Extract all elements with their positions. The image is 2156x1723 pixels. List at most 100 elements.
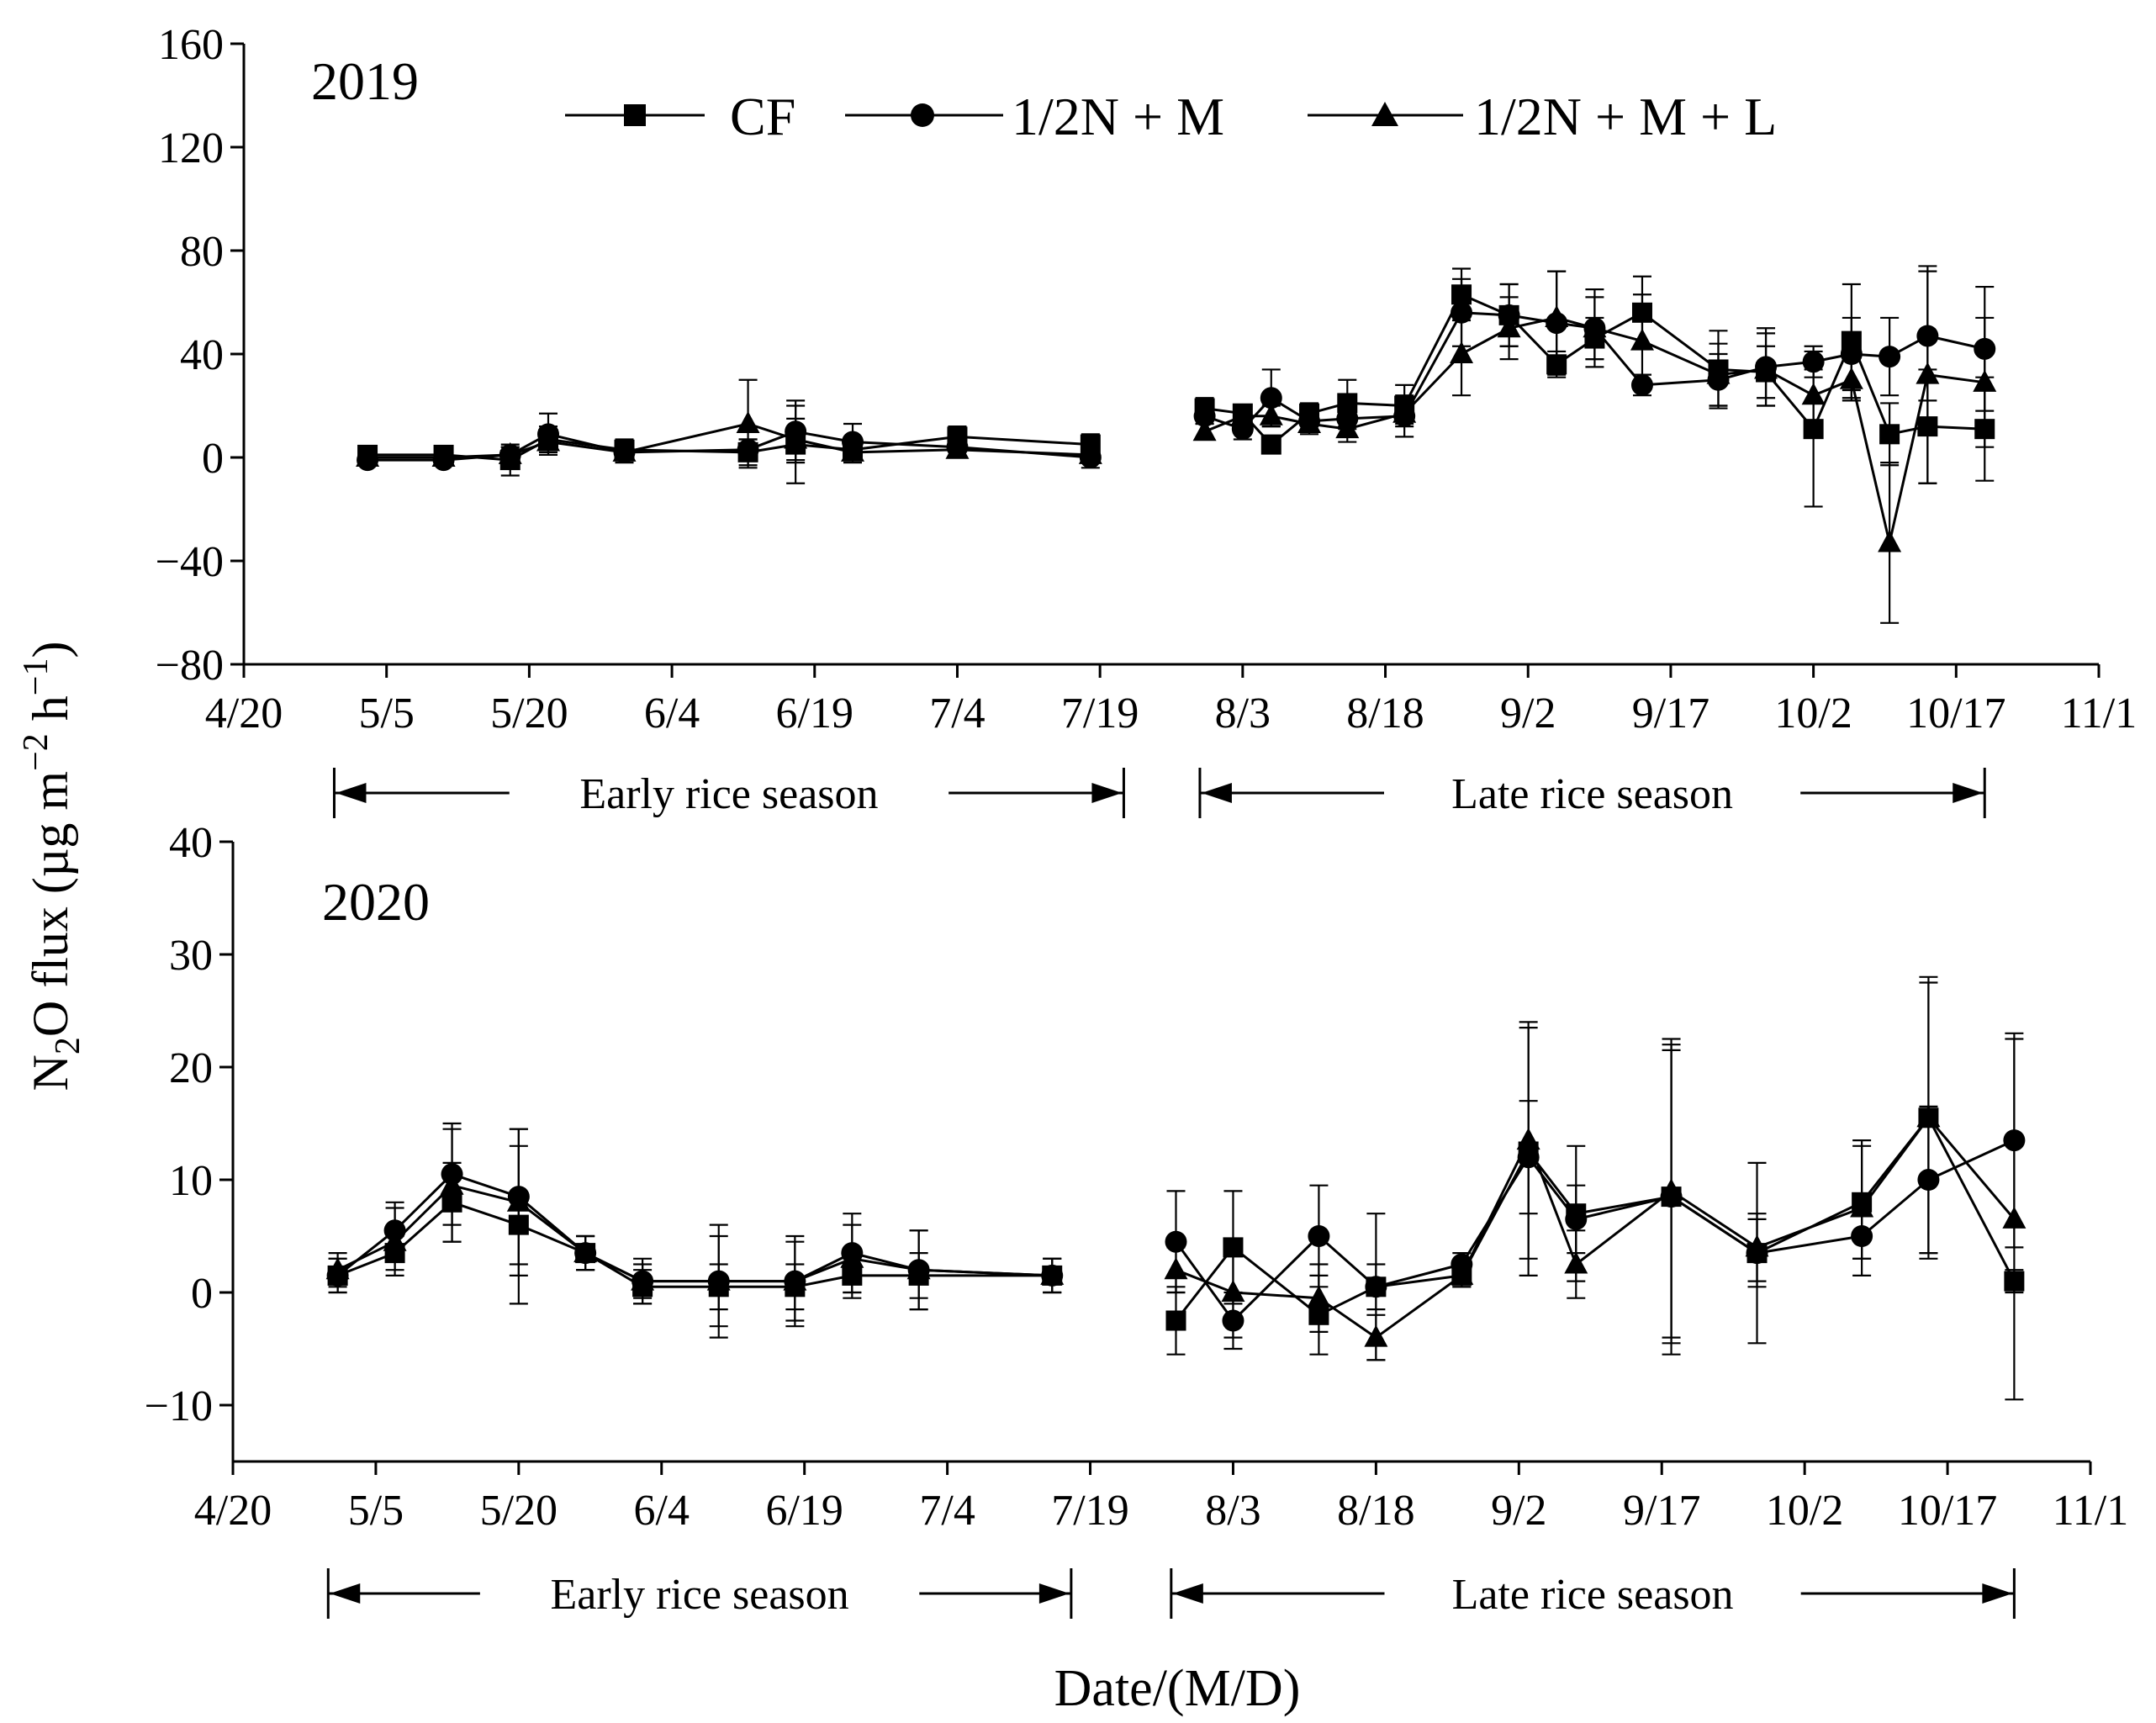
data-point-cf: [1546, 354, 1567, 375]
chart-2019: 2019 −80 −40 0 40 80 120 160 4/20 5/5 5/20 6/4 6/19…: [156, 21, 2138, 818]
season-label-early-rice-season: Early rice season: [579, 770, 878, 818]
data-point-1-2n-m-l: [1801, 383, 1826, 405]
x-axis-title: Date/(M/D): [1054, 1660, 1301, 1717]
data-point-cf: [1803, 419, 1824, 440]
season-arrowhead-left-early-rice-season: [336, 783, 367, 803]
y-axis-title: N2O flux (µg m−2 h−1): [17, 642, 87, 1091]
season-brackets-2019: Early rice season Late rice season: [332, 768, 1986, 818]
series-line-1-2n-m-l: [1175, 1116, 2016, 1340]
data-point-1-2n-m: [1840, 343, 1863, 365]
season-arrowhead-right-late-rice-season: [1953, 783, 1984, 803]
data-point-1-2n-m: [1451, 301, 1473, 324]
data-point-1-2n-m-l: [356, 445, 380, 467]
panel-title-2019: 2019: [311, 51, 419, 111]
x-tick-label-2020: 7/19: [1051, 1487, 1128, 1535]
x-tick-label-2019: 6/4: [644, 690, 700, 737]
data-point-1-2n-m-l: [840, 1245, 864, 1268]
axes-2019: −80 −40 0 40 80 120 160 4/20 5/5 5/20 6/4 6/19 7/4 7/…: [156, 21, 2138, 737]
data-point-1-2n-m-l: [431, 445, 456, 467]
data-point-cf: [2004, 1271, 2025, 1292]
data-point-cf: [1879, 424, 1900, 445]
series-line-1-2n-m: [1175, 1139, 2016, 1322]
data-point-1-2n-m-l: [1192, 419, 1217, 441]
data-point-1-2n-m-l: [1706, 362, 1731, 384]
data-point-1-2n-m-l: [536, 429, 561, 452]
x-tick-label-2020: 6/19: [765, 1487, 843, 1535]
data-point-1-2n-m-l: [1221, 1280, 1245, 1302]
data-point-1-2n-m-l: [1335, 416, 1360, 439]
data-point-1-2n-m: [1165, 1230, 1187, 1253]
data-point-1-2n-m: [737, 438, 759, 461]
x-tick-label-2020: 4/20: [194, 1487, 272, 1535]
y-tick-label-2020: 20: [169, 1044, 213, 1092]
x-tick-label-2020: 11/1: [2053, 1487, 2129, 1535]
series-line-cf: [1175, 1116, 2016, 1322]
data-point-1-2n-m-l: [1878, 530, 1902, 552]
data-point-1-2n-m-l: [945, 436, 970, 459]
season-brackets-2020: Early rice season Late rice season: [326, 1568, 2016, 1619]
data-point-1-2n-m-l: [1450, 1262, 1474, 1285]
data-point-1-2n-m: [1308, 1225, 1330, 1247]
x-tick-label-2020: 6/4: [634, 1487, 690, 1535]
x-tick-label-2019: 9/2: [1500, 690, 1556, 737]
legend-label-half-n-m: 1/2N + M: [1012, 87, 1224, 146]
data-point-1-2n-m-l: [736, 411, 760, 434]
data-point-1-2n-m-l: [631, 1268, 655, 1291]
data-point-1-2n-m-l: [573, 1240, 598, 1263]
season-arrowhead-right-early-rice-season: [1091, 783, 1123, 803]
data-point-cf: [1223, 1237, 1244, 1258]
data-point-1-2n-m: [1222, 1309, 1244, 1332]
data-point-1-2n-m-l: [1745, 1234, 1769, 1257]
x-tick-label-2019: 10/17: [1906, 690, 2005, 737]
y-tick-label-2019: −80: [156, 642, 224, 690]
data-point-1-2n-m-l: [1040, 1262, 1065, 1285]
data-point-1-2n-m-l: [1754, 357, 1778, 379]
x-tick-label-2020: 10/2: [1766, 1487, 1843, 1535]
x-tick-label-2019: 8/18: [1346, 690, 1424, 737]
data-point-1-2n-m-l: [1364, 1324, 1388, 1347]
data-point-1-2n-m-l: [784, 426, 808, 449]
data-point-1-2n-m-l: [1564, 1251, 1588, 1274]
data-point-1-2n-m-l: [1916, 362, 1940, 384]
x-tick-label-2019: 9/17: [1632, 690, 1709, 737]
x-tick-label-2019: 7/19: [1061, 690, 1139, 737]
season-label-late-rice-season: Late rice season: [1452, 1571, 1734, 1619]
chart-2020: 2020 −10 0 10 20 30 40 4/20 5/5 5/20 6/4 6/19 7/4 7/…: [145, 819, 2129, 1619]
data-point-1-2n-m: [1851, 1225, 1873, 1247]
data-point-cf: [1165, 1310, 1186, 1331]
season-arrowhead-left-late-rice-season: [1201, 783, 1232, 803]
season-arrowhead-left-late-rice-season: [1172, 1583, 1203, 1604]
data-point-1-2n-m-l: [1916, 1105, 1941, 1128]
data-point-1-2n-m: [1498, 304, 1520, 326]
data-point-1-2n-m-l: [2002, 1206, 2027, 1229]
data-point-cf: [1451, 284, 1472, 305]
x-tick-label-2019: 5/20: [490, 690, 568, 737]
data-point-1-2n-m-l: [1545, 304, 1569, 327]
x-tick-label-2019: 11/1: [2061, 690, 2138, 737]
data-point-cf: [1631, 302, 1652, 323]
x-tick-label-2020: 8/3: [1205, 1487, 1260, 1535]
data-point-1-2n-m-l: [1839, 367, 1863, 389]
axes-2020: −10 0 10 20 30 40 4/20 5/5 5/20 6/4 6/19 7/4 7/19 8/3…: [145, 819, 2129, 1535]
data-point-1-2n-m: [1260, 387, 1282, 410]
x-tick-label-2020: 5/5: [348, 1487, 404, 1535]
data-point-1-2n-m: [1916, 325, 1939, 347]
x-tick-label-2019: 7/4: [929, 690, 985, 737]
data-point-1-2n-m-l: [1259, 403, 1283, 425]
data-point-1-2n-m-l: [1450, 341, 1474, 363]
legend-label-cf: CF: [730, 87, 795, 146]
data-point-cf: [1974, 419, 1995, 440]
data-point-1-2n-m-l: [612, 439, 637, 462]
data-point-1-2n-m-l: [1497, 315, 1521, 338]
x-tick-label-2020: 5/20: [480, 1487, 557, 1535]
data-point-1-2n-m-l: [1630, 328, 1654, 351]
y-tick-label-2020: 30: [169, 932, 213, 980]
series-markers-2020: [325, 1105, 2027, 1347]
data-point-1-2n-m-l: [325, 1257, 350, 1280]
data-point-1-2n-m-l: [1516, 1128, 1540, 1150]
data-point-1-2n-m: [1193, 404, 1216, 427]
data-point-cf: [508, 1214, 529, 1235]
season-label-late-rice-season: Late rice season: [1451, 770, 1733, 818]
series-line-1-2n-m-l: [367, 422, 1091, 459]
